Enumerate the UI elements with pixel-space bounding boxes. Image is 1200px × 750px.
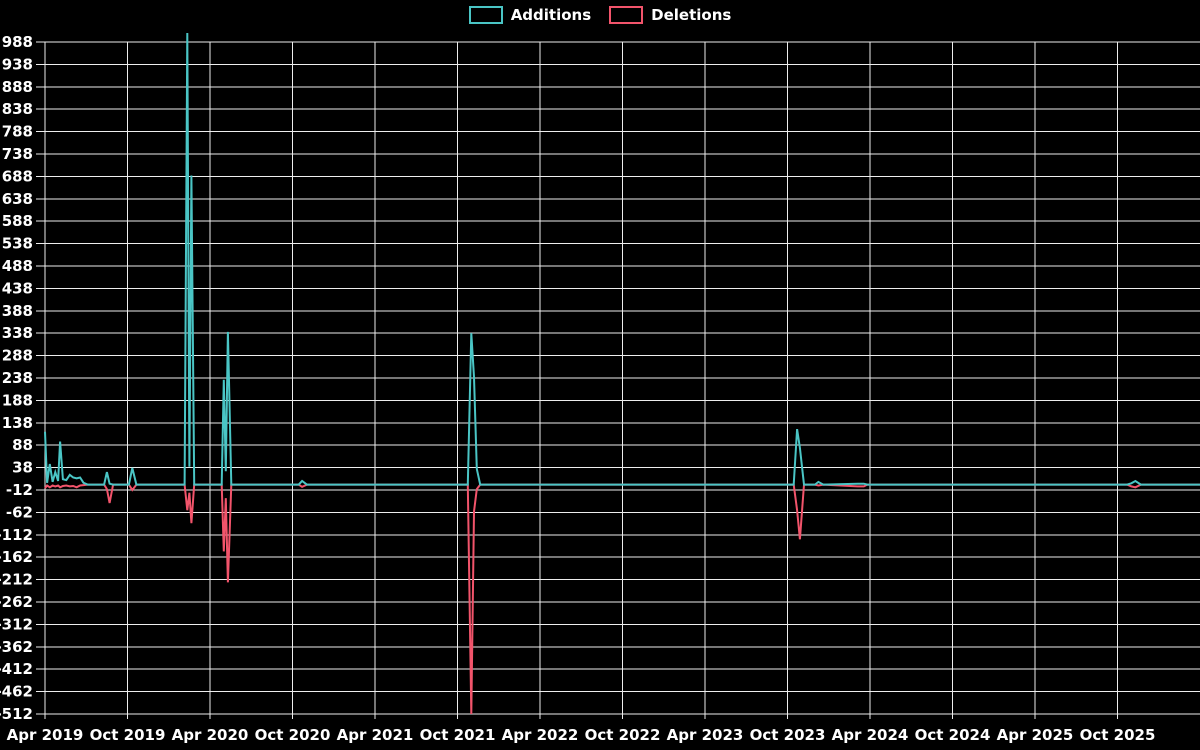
y-tick-label: 788 (2, 123, 33, 141)
y-tick-label: 688 (2, 167, 33, 185)
y-tick-label: 288 (2, 347, 33, 365)
x-tick-label: Apr 2021 (337, 726, 414, 744)
deletions-swatch-icon (609, 6, 644, 24)
y-tick-label: -312 (0, 615, 33, 633)
y-tick-label: 338 (2, 324, 33, 342)
additions-swatch-icon (468, 6, 503, 24)
y-tick-label: 738 (2, 145, 33, 163)
y-tick-label: -412 (0, 660, 33, 678)
x-tick-label: Oct 2023 (750, 726, 826, 744)
y-tick-label: 538 (2, 235, 33, 253)
y-tick-label: -212 (0, 571, 33, 589)
y-tick-label: -112 (0, 526, 33, 544)
legend-item-deletions[interactable]: Deletions (609, 6, 731, 24)
additions-line (44, 32, 1200, 486)
y-tick-label: -512 (0, 705, 33, 723)
y-tick-label: 138 (2, 414, 33, 432)
y-tick-label: -12 (6, 481, 33, 499)
x-tick-label: Oct 2025 (1080, 726, 1156, 744)
y-tick-label: 188 (2, 391, 33, 409)
y-tick-label: 438 (2, 279, 33, 297)
x-tick-label: Oct 2019 (90, 726, 166, 744)
y-tick-label: 888 (2, 78, 33, 96)
y-tick-label: -362 (0, 638, 33, 656)
x-tick-label: Oct 2022 (585, 726, 661, 744)
y-tick-label: 938 (2, 55, 33, 73)
chart-legend: Additions Deletions (0, 6, 1200, 24)
y-tick-label: 388 (2, 302, 33, 320)
x-tick-label: Apr 2024 (832, 726, 909, 744)
legend-label-deletions: Deletions (651, 6, 732, 24)
y-tick-label: 38 (12, 459, 33, 477)
x-tick-label: Oct 2024 (915, 726, 991, 744)
x-tick-label: Apr 2023 (667, 726, 744, 744)
x-tick-label: Oct 2020 (255, 726, 331, 744)
y-tick-label: -162 (0, 548, 33, 566)
y-tick-label: -62 (6, 503, 33, 521)
y-tick-label: -462 (0, 683, 33, 701)
y-tick-label: 238 (2, 369, 33, 387)
x-tick-label: Apr 2020 (172, 726, 249, 744)
y-tick-label: 488 (2, 257, 33, 275)
x-tick-label: Oct 2021 (420, 726, 496, 744)
y-tick-label: 88 (12, 436, 33, 454)
legend-item-additions[interactable]: Additions (468, 6, 592, 24)
y-tick-label: -262 (0, 593, 33, 611)
y-tick-label: 588 (2, 212, 33, 230)
x-tick-label: Apr 2025 (997, 726, 1074, 744)
y-tick-label: 638 (2, 190, 33, 208)
y-tick-label: 838 (2, 100, 33, 118)
x-tick-label: Apr 2019 (7, 726, 84, 744)
y-tick-label: 988 (2, 33, 33, 51)
legend-label-additions: Additions (510, 6, 592, 24)
x-tick-label: Apr 2022 (502, 726, 579, 744)
